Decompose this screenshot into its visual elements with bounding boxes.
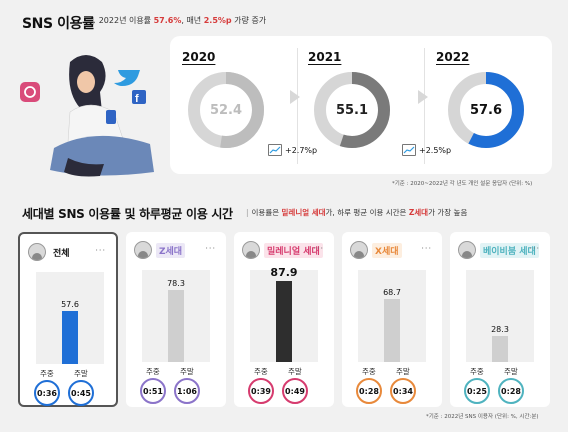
weekend-time: 0:45: [68, 380, 94, 406]
weekend-label: 주말: [288, 367, 302, 376]
page-subtitle: | 2022년 이용률 57.6%, 매년 2.5%p 가량 증가: [92, 16, 267, 25]
trend-up-icon: [402, 144, 416, 156]
avatar: [350, 241, 368, 259]
bar-plot: 68.7: [358, 270, 426, 362]
weekend-label: 주말: [396, 367, 410, 376]
bar-gen-boomer: [492, 335, 508, 362]
yearly-usage-card: [170, 36, 552, 174]
bar-value: 68.7: [383, 287, 401, 297]
donut-arc-2021: [314, 72, 390, 148]
weekend-label: 주말: [180, 367, 194, 376]
bar-gen-millennial: [276, 281, 292, 362]
bar-value: 87.9: [270, 266, 298, 280]
weekday-label: 주중: [470, 367, 484, 376]
weekday-label: 주중: [254, 367, 268, 376]
generation-name: 밀레니얼 세대: [264, 242, 323, 258]
bar-plot: 78.3: [142, 270, 210, 362]
more-icon[interactable]: ···: [421, 244, 432, 253]
avatar: [134, 241, 152, 259]
trend-up-icon: [268, 144, 282, 156]
gen-millennial-card[interactable]: 밀레니얼 세대 ··· 87.9 주중 주말 0:39 0:49: [234, 232, 334, 407]
more-icon[interactable]: ···: [313, 244, 324, 253]
donut-value: 57.6: [469, 102, 503, 118]
weekday-time: 0:25: [464, 378, 490, 404]
bar-value: 57.6: [61, 300, 79, 310]
weekday-time: 0:36: [34, 380, 60, 406]
avatar: [458, 241, 476, 259]
weekend-label: 주말: [74, 369, 88, 378]
weekday-label: 주중: [146, 367, 160, 376]
arrow-icon: [290, 90, 300, 104]
svg-text:f: f: [135, 93, 139, 105]
generation-name: X세대: [372, 242, 402, 258]
divider: [297, 48, 298, 164]
gen-x-card[interactable]: X세대 ··· 68.7 주중 주말 0:28 0:34: [342, 232, 442, 407]
woman-with-phone-illustration: f: [14, 40, 164, 180]
page-title: SNS 이용률: [22, 16, 95, 32]
bar-gen-all: [62, 311, 78, 364]
more-icon[interactable]: ···: [205, 244, 216, 253]
weekend-label: 주말: [504, 367, 518, 376]
avatar: [28, 243, 46, 261]
bar-gen-x: [384, 298, 400, 362]
donut-value: 55.1: [335, 102, 369, 118]
donut-value: 52.4: [209, 102, 243, 118]
bar-plot: 87.9: [250, 266, 318, 362]
weekday-label: 주중: [40, 369, 54, 378]
years-note: *기준 : 2020~2022년 각 년도 개인 설문 응답자 (단위: %): [392, 181, 533, 187]
generation-section-title: 세대별 SNS 이용률 및 하루평균 이용 시간: [22, 207, 233, 221]
gen-z-card[interactable]: Z세대 ··· 78.3 주중 주말 0:51 1:06: [126, 232, 226, 407]
bar-plot: 57.6: [36, 272, 104, 364]
generation-name: Z세대: [156, 242, 186, 258]
weekday-time: 0:28: [356, 378, 382, 404]
more-icon[interactable]: ···: [95, 246, 106, 255]
weekday-time: 0:51: [140, 378, 166, 404]
facebook-icon: [132, 90, 146, 104]
year-label-2022: 2022: [436, 50, 470, 64]
growth-badge: +2.5%p: [402, 141, 451, 159]
year-label-2021: 2021: [308, 50, 342, 64]
weekend-time: 0:28: [498, 378, 524, 404]
instagram-icon: [20, 82, 40, 102]
generation-note: *기준 : 2022년 SNS 이용자 (단위: %, 시간:분): [426, 414, 539, 420]
gen-all-card[interactable]: 전체 ··· 57.6 주중 주말 0:36 0:45: [18, 232, 118, 407]
more-icon[interactable]: ···: [529, 244, 540, 253]
weekday-label: 주중: [362, 367, 376, 376]
gen-boomer-card[interactable]: 베이비붐 세대 ··· 28.3 주중 주말 0:25 0:28: [450, 232, 550, 407]
weekend-time: 1:06: [174, 378, 200, 404]
arrow-icon: [418, 90, 428, 104]
avatar: [242, 241, 260, 259]
year-label-2020: 2020: [182, 50, 216, 64]
weekend-time: 0:34: [390, 378, 416, 404]
divider: [424, 48, 425, 164]
donut-2021: 55.1: [312, 70, 392, 150]
donut-2020: 52.4: [186, 70, 266, 150]
generation-section-subtitle: | 이용률은 밀레니얼 세대가, 하루 평균 이용 시간은 Z세대가 가장 높음: [246, 208, 468, 217]
bar-plot: 28.3: [466, 270, 534, 362]
donut-2022: 57.6: [446, 70, 526, 150]
weekend-time: 0:49: [282, 378, 308, 404]
generation-name: 전체: [53, 248, 70, 259]
growth-badge: +2.7%p: [268, 141, 317, 159]
donut-arc-2020: [188, 72, 264, 148]
generation-name: 베이비붐 세대: [480, 242, 539, 258]
bar-value: 28.3: [491, 324, 509, 334]
bar-gen-z: [168, 289, 184, 362]
bar-value: 78.3: [167, 278, 185, 288]
donut-arc-2022: [448, 72, 524, 148]
twitter-icon: [114, 70, 140, 86]
weekday-time: 0:39: [248, 378, 274, 404]
